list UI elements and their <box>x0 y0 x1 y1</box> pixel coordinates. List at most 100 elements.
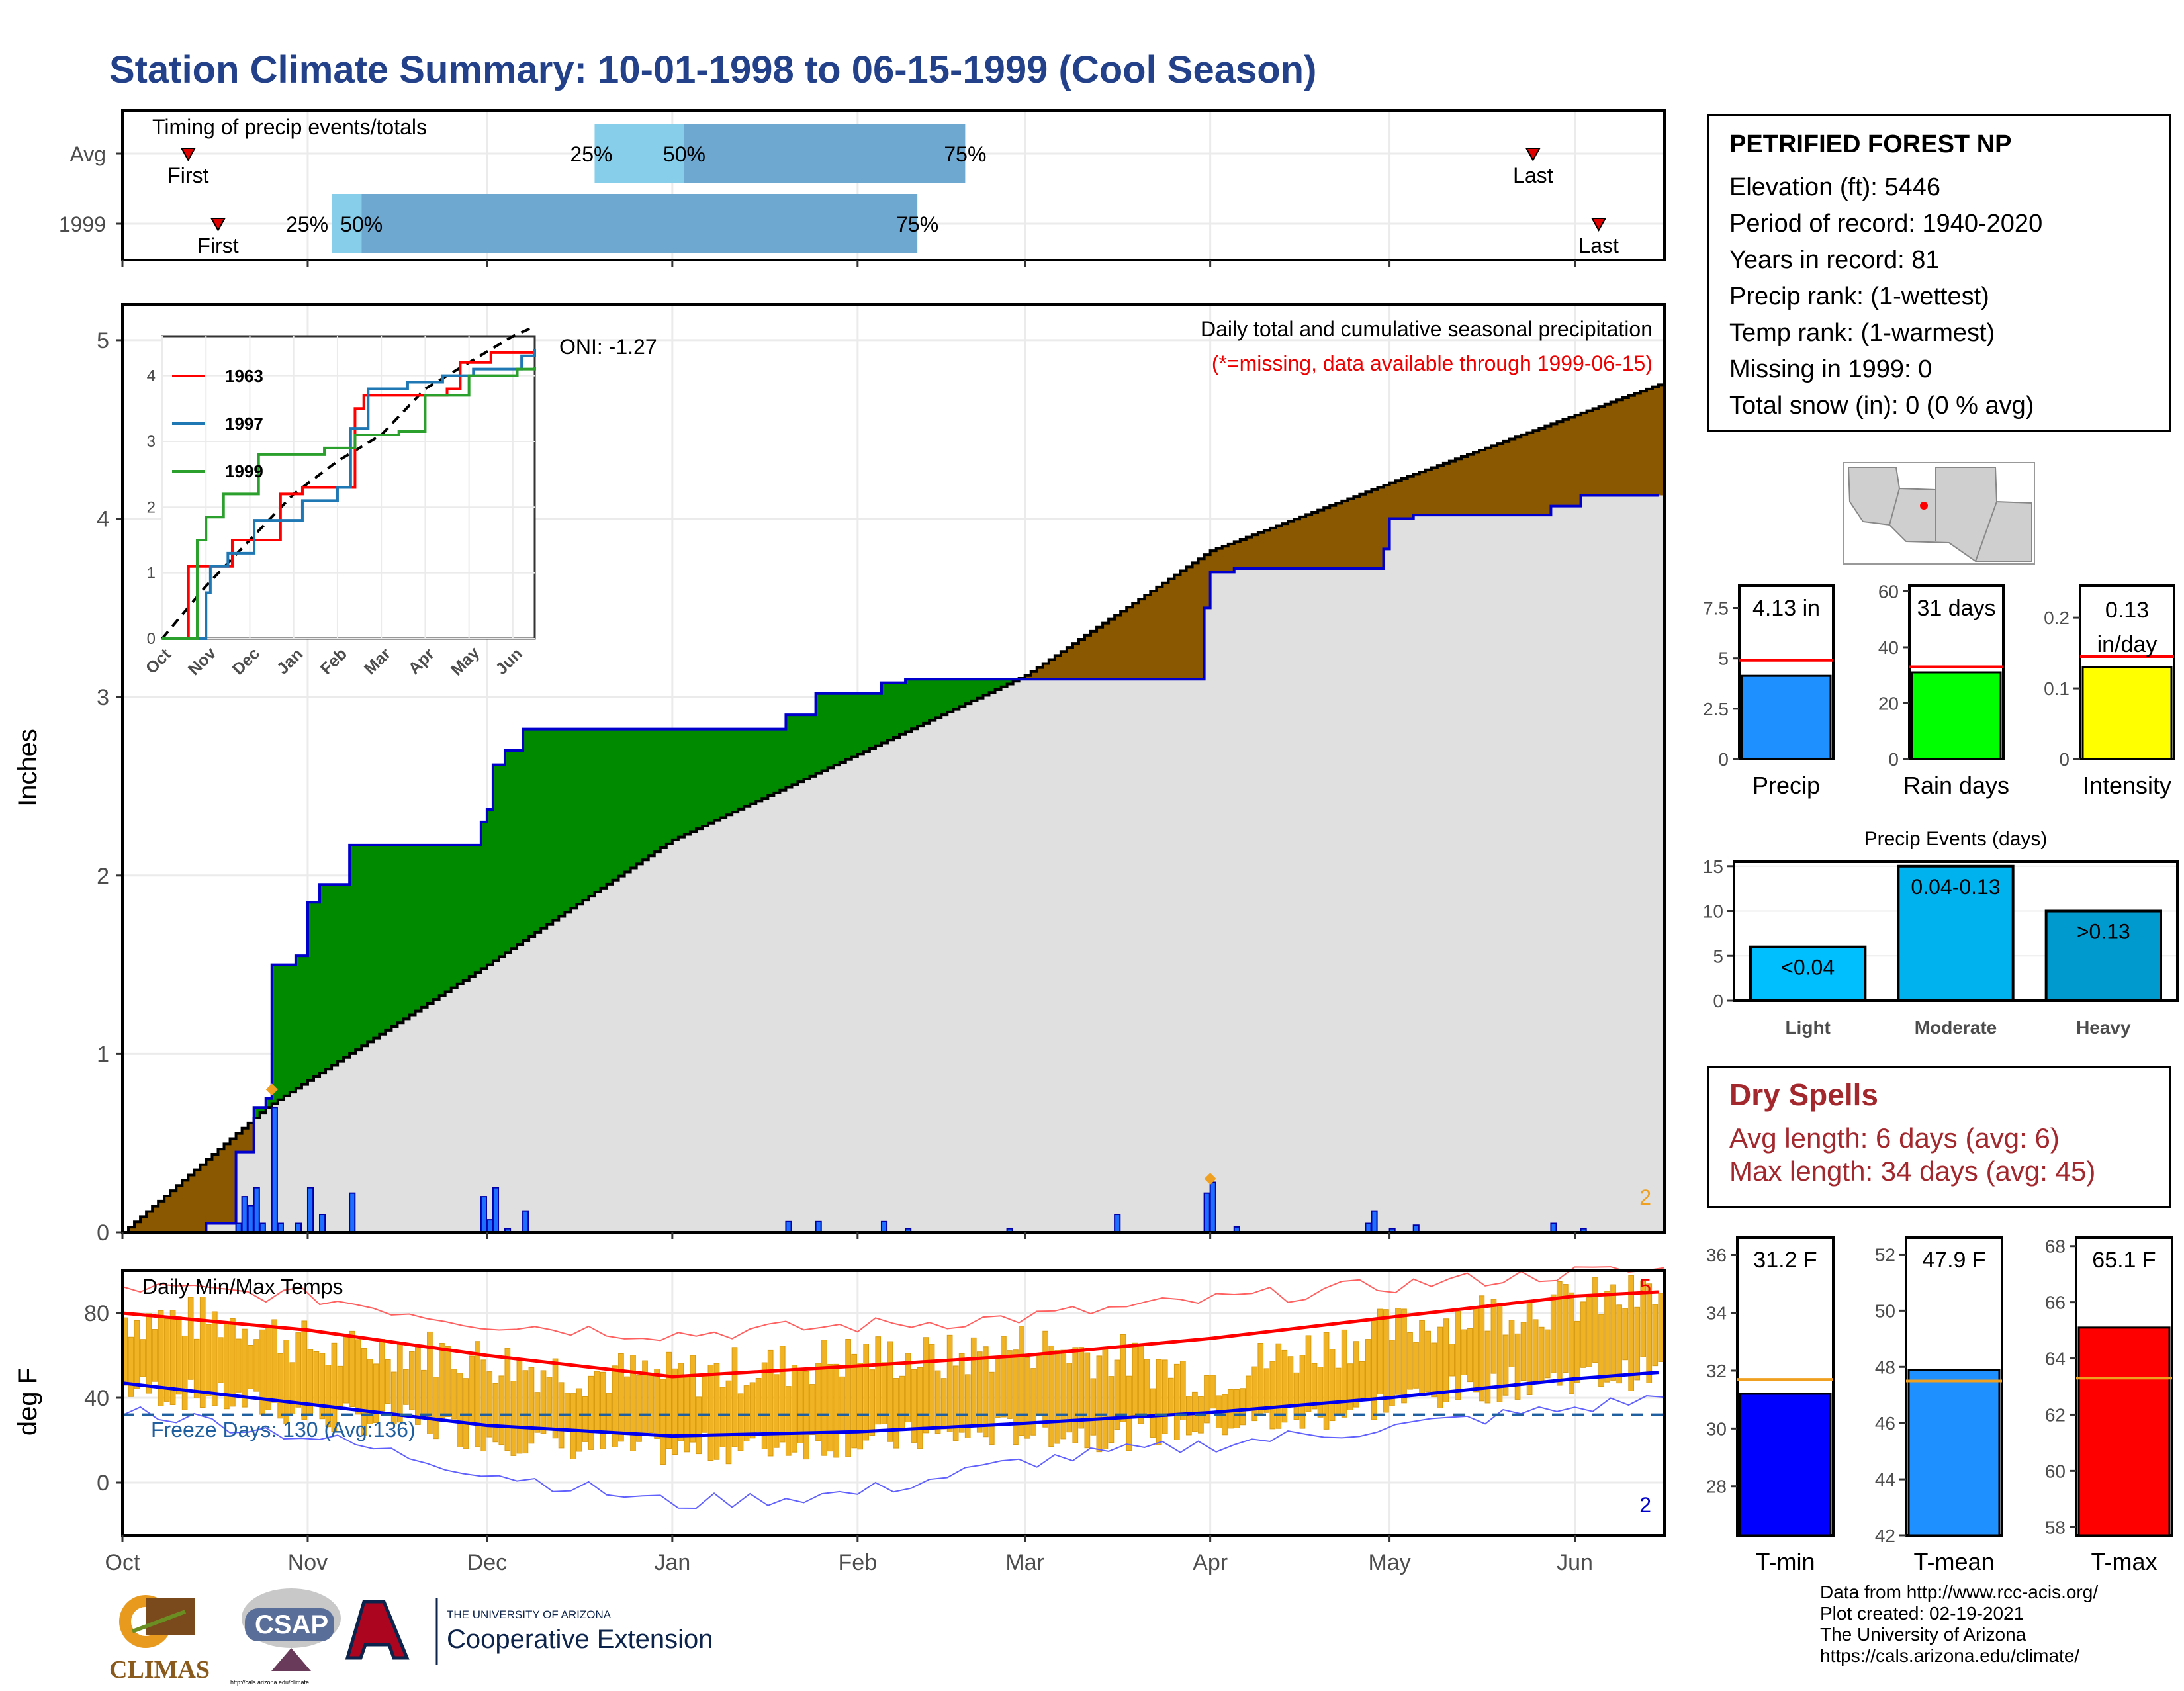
below-normal-fill <box>1257 532 1265 569</box>
above-normal-fill <box>547 729 553 925</box>
daily-temp-bar <box>1173 1363 1180 1440</box>
above-normal-fill <box>780 729 787 790</box>
temps-xtick-label: Apr <box>1193 1550 1228 1575</box>
below-normal-fill <box>1109 619 1115 680</box>
daily-temp-bar <box>439 1343 445 1422</box>
daily-precip-bar <box>241 1196 248 1233</box>
daily-temp-bar <box>827 1363 833 1452</box>
station-temp-rank: Temp rank: (1-warmest) <box>1729 319 1995 347</box>
above-normal-fill <box>714 729 721 821</box>
daily-temp-bar <box>451 1369 457 1420</box>
above-normal-fill <box>457 845 464 984</box>
events-category-label: Moderate <box>1915 1017 1997 1038</box>
daily-precip-bar <box>1371 1210 1378 1233</box>
daily-precip-bar <box>1550 1222 1557 1234</box>
above-normal-fill <box>320 884 326 1074</box>
daily-temp-bar <box>1634 1306 1641 1381</box>
above-normal-fill <box>666 729 673 844</box>
daily-temp-bar <box>719 1387 726 1447</box>
above-normal-fill <box>259 1107 267 1113</box>
mini-chart-value-label: 65.1 F <box>2092 1248 2156 1273</box>
daily-temp-bar <box>415 1346 421 1425</box>
above-normal-fill <box>965 679 972 704</box>
daily-temp-bar <box>1395 1308 1401 1395</box>
above-normal-fill <box>606 729 614 884</box>
daily-temp-bar <box>1550 1294 1557 1373</box>
oni-label: ONI: -1.27 <box>559 335 657 359</box>
daily-temp-bar <box>1347 1363 1353 1411</box>
dry-spells-max: Max length: 34 days (avg: 45) <box>1729 1156 2096 1187</box>
below-normal-fill <box>1371 489 1379 569</box>
temps-xtick-label: Dec <box>467 1550 507 1575</box>
events-frame <box>1733 860 2179 1002</box>
mini-chart-ytick-label: 0 <box>1718 749 1729 770</box>
daily-temp-bar <box>1013 1349 1019 1445</box>
mini-chart-bar <box>1907 1369 2001 1537</box>
daily-temp-bar <box>1508 1320 1515 1367</box>
uofa-logo: THE UNIVERSITY OF ARIZONA Cooperative Ex… <box>345 1598 713 1665</box>
observed-cumulative-line <box>122 494 1659 1234</box>
below-normal-fill <box>1365 492 1373 569</box>
daily-temp-bar <box>1598 1314 1604 1387</box>
daily-temp-bar <box>217 1337 224 1383</box>
daily-temp-bar <box>457 1373 463 1447</box>
avg-tmin-line <box>122 1371 1659 1438</box>
below-normal-fill <box>1377 487 1385 569</box>
above-normal-fill <box>917 679 924 727</box>
record-tmax-line <box>122 1266 1665 1342</box>
mini-chart-ytick-label: 46 <box>1875 1413 1895 1434</box>
daily-temp-bar <box>1526 1301 1533 1396</box>
below-normal-fill <box>230 1138 237 1224</box>
daily-temp-bar <box>313 1351 320 1405</box>
daily-precip-bar <box>785 1220 792 1234</box>
below-normal-fill <box>1126 607 1133 680</box>
below-normal-fill <box>1389 482 1396 519</box>
above-normal-fill <box>343 884 350 1058</box>
daily-temp-bar <box>1383 1309 1389 1413</box>
below-normal-fill <box>1545 426 1552 516</box>
below-normal-fill <box>1491 445 1498 516</box>
daily-temp-bar <box>1443 1318 1449 1402</box>
temps-xtick-label: Nov <box>288 1550 328 1575</box>
daily-temp-bar <box>911 1369 917 1443</box>
daily-temp-bar <box>1287 1356 1294 1408</box>
daily-temp-bar <box>899 1375 905 1431</box>
daily-temp-bar <box>504 1348 511 1451</box>
mini-chart-value-label: 47.9 F <box>1922 1248 1985 1273</box>
daily-temp-bar <box>408 1351 415 1410</box>
daily-temp-bar <box>1484 1330 1491 1404</box>
above-normal-fill <box>887 682 894 741</box>
below-normal-fill <box>1192 563 1199 680</box>
above-normal-fill <box>253 1107 261 1118</box>
mini-chart-ytick-label: 30 <box>1706 1418 1727 1439</box>
daily-temp-bar <box>1586 1297 1592 1367</box>
daily-temp-bar <box>1019 1326 1024 1436</box>
above-normal-fill <box>445 845 452 992</box>
daily-temp-bar <box>187 1297 194 1380</box>
footer-url: https://cals.arizona.edu/climate/ <box>1820 1645 2080 1666</box>
daily-temp-bar <box>570 1393 576 1459</box>
below-normal-fill <box>1115 615 1121 680</box>
timing-q75-label: 75% <box>944 142 986 166</box>
first-event-label: First <box>167 163 208 187</box>
daily-temp-bar <box>1066 1363 1073 1433</box>
below-normal-fill <box>248 1122 255 1152</box>
above-normal-fill <box>403 845 410 1019</box>
below-normal-fill <box>1269 527 1277 569</box>
timing-q50-label: 50% <box>663 142 705 166</box>
daily-temp-bar <box>1652 1304 1659 1367</box>
daily-temp-bar <box>690 1355 696 1443</box>
daily-temp-bar <box>1389 1340 1395 1406</box>
daily-temp-bar <box>1329 1349 1336 1422</box>
daily-temp-bar <box>815 1363 821 1441</box>
above-normal-fill <box>559 729 565 917</box>
above-normal-fill <box>511 751 518 949</box>
daily-temp-bar <box>199 1297 206 1408</box>
above-normal-fill <box>338 884 344 1062</box>
daily-temp-bar <box>1473 1306 1479 1393</box>
daily-temp-bar <box>1514 1333 1521 1400</box>
daily-temp-bar <box>528 1367 535 1444</box>
precip-ytick-label: 2 <box>97 864 109 889</box>
timing-q25-label: 25% <box>570 142 612 166</box>
daily-temp-bar <box>743 1385 750 1442</box>
